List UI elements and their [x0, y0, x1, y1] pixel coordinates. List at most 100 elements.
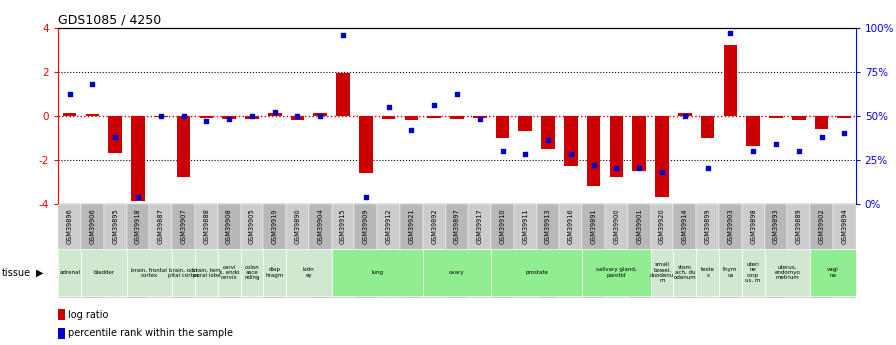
Text: ovary: ovary	[449, 270, 465, 275]
Text: bladder: bladder	[93, 270, 115, 275]
Bar	[491, 204, 514, 298]
Text: GSM39918: GSM39918	[135, 208, 141, 244]
Text: GSM39890: GSM39890	[295, 208, 300, 244]
Bar	[377, 204, 400, 298]
Point	[268, 109, 282, 115]
Text: GSM39900: GSM39900	[614, 208, 619, 244]
Point	[655, 169, 669, 175]
Bar	[788, 204, 810, 298]
Bar	[537, 204, 559, 298]
Bar	[719, 249, 742, 296]
Point	[632, 166, 646, 171]
Text: uterus,
endomyo
metrium: uterus, endomyo metrium	[774, 265, 800, 280]
Point	[199, 118, 213, 124]
Point	[564, 151, 578, 157]
Point	[495, 148, 510, 154]
Point	[382, 104, 396, 110]
Bar	[674, 204, 696, 298]
Text: GSM39905: GSM39905	[249, 208, 254, 244]
Bar	[696, 249, 719, 296]
Point	[701, 166, 715, 171]
Text: GSM39910: GSM39910	[500, 208, 505, 244]
Text: GSM39915: GSM39915	[340, 208, 346, 244]
Bar	[701, 116, 714, 138]
Point	[609, 166, 624, 171]
Point	[245, 113, 259, 118]
Point	[791, 148, 806, 154]
Bar	[332, 204, 355, 298]
Bar	[469, 204, 491, 298]
Bar	[633, 116, 646, 170]
Point	[313, 113, 327, 118]
Point	[472, 116, 487, 122]
Point	[358, 194, 373, 199]
Bar	[195, 204, 218, 298]
Bar	[792, 116, 806, 120]
Text: GSM39920: GSM39920	[659, 208, 665, 244]
Bar	[309, 204, 332, 298]
Text: GSM39917: GSM39917	[477, 208, 483, 244]
Bar	[559, 204, 582, 298]
Bar	[674, 249, 696, 296]
Text: GSM39888: GSM39888	[203, 208, 210, 244]
Point	[290, 113, 305, 118]
Text: stom
ach, du
odenum: stom ach, du odenum	[674, 265, 696, 280]
Text: GSM39911: GSM39911	[522, 208, 529, 244]
Bar	[769, 116, 783, 118]
Bar	[218, 204, 240, 298]
Text: GSM39893: GSM39893	[773, 208, 779, 244]
Bar	[678, 114, 692, 116]
Text: prostate: prostate	[525, 270, 548, 275]
Bar	[609, 116, 624, 177]
Bar	[814, 116, 828, 129]
Bar	[427, 116, 441, 118]
Text: GSM39895: GSM39895	[112, 208, 118, 244]
Text: kidn
ey: kidn ey	[303, 267, 314, 278]
Bar	[605, 204, 628, 298]
Text: GSM39899: GSM39899	[704, 208, 711, 244]
Bar	[450, 116, 464, 119]
Bar	[838, 116, 851, 118]
Bar	[359, 116, 373, 173]
Bar	[445, 204, 469, 298]
Bar	[810, 204, 833, 298]
Text: GSM39897: GSM39897	[454, 208, 460, 244]
Bar	[63, 114, 76, 116]
Bar	[286, 204, 309, 298]
Text: GSM39889: GSM39889	[796, 208, 802, 244]
Bar	[240, 204, 263, 298]
Text: uteri
ne
corp
us, m: uteri ne corp us, m	[745, 262, 761, 283]
Text: adrenal: adrenal	[59, 270, 80, 275]
Point	[222, 116, 237, 122]
Text: GSM39909: GSM39909	[363, 208, 369, 244]
Point	[404, 127, 418, 132]
Bar	[104, 204, 126, 298]
Bar	[519, 116, 532, 131]
Bar	[290, 116, 305, 120]
Bar	[154, 116, 168, 117]
Point	[177, 113, 191, 118]
Bar	[650, 204, 674, 298]
Bar	[332, 249, 423, 296]
Bar	[564, 116, 578, 166]
Point	[587, 162, 601, 168]
Text: GSM39914: GSM39914	[682, 208, 688, 244]
Bar	[126, 204, 150, 298]
Bar	[587, 116, 600, 186]
Bar	[81, 204, 104, 298]
Bar	[650, 249, 674, 296]
Point	[153, 113, 168, 118]
Bar	[719, 204, 742, 298]
Bar	[423, 204, 445, 298]
Text: salivary gland,
parotid: salivary gland, parotid	[596, 267, 637, 278]
Text: GSM39887: GSM39887	[158, 208, 164, 244]
Text: small
bowel,
duodenu
m: small bowel, duodenu m	[650, 262, 674, 283]
Bar	[628, 204, 650, 298]
Bar	[514, 204, 537, 298]
Text: brain, frontal
cortex: brain, frontal cortex	[132, 267, 168, 278]
Bar	[742, 204, 764, 298]
Bar	[810, 249, 856, 296]
Text: GSM39894: GSM39894	[841, 208, 848, 244]
Bar	[172, 204, 195, 298]
Text: brain, occi
pital cortex: brain, occi pital cortex	[168, 267, 199, 278]
